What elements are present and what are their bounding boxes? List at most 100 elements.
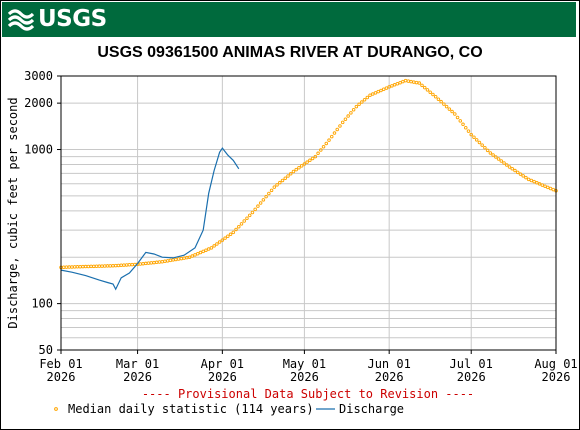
plot-area-border (60, 75, 557, 351)
x-tick-year: 2026 (47, 370, 76, 384)
median-point (417, 81, 422, 85)
median-point (294, 167, 298, 172)
median-point (264, 194, 268, 199)
median-point (275, 183, 279, 187)
median-point (518, 172, 523, 176)
median-point (316, 151, 320, 156)
y-tick-label: 100 (31, 297, 53, 311)
x-tick-label: May 01 (283, 357, 326, 371)
median-point (267, 191, 271, 196)
median-point (83, 264, 88, 269)
x-tick-label: Apr 01 (201, 357, 244, 371)
median-point (269, 188, 274, 193)
median-point (291, 169, 296, 174)
median-point (469, 132, 473, 137)
median-point (332, 131, 337, 135)
x-tick-label: Aug 01 (534, 357, 577, 371)
median-point (190, 254, 195, 258)
median-point (108, 264, 112, 268)
median-point (198, 250, 203, 255)
median-point (113, 263, 118, 268)
legend-median-marker (54, 407, 58, 411)
median-point (329, 134, 334, 139)
median-point (515, 170, 520, 175)
median-point (157, 260, 162, 264)
median-point (250, 210, 255, 215)
median-point (368, 93, 372, 98)
median-point (384, 86, 389, 90)
median-point (228, 232, 233, 237)
median-point (406, 79, 411, 83)
discharge-line (60, 147, 240, 291)
median-point (81, 264, 85, 269)
median-point (165, 259, 170, 263)
median-point (100, 264, 104, 268)
x-tick-year: 2026 (123, 370, 152, 384)
median-point (447, 107, 452, 111)
usgs-logo-text: USGS (38, 6, 107, 32)
median-point (442, 102, 446, 106)
median-point (371, 92, 375, 96)
median-point (94, 264, 99, 268)
median-point (124, 263, 129, 267)
y-tick-label: 50 (39, 343, 53, 357)
median-point (286, 174, 290, 178)
usgs-logo[interactable]: USGS (8, 5, 107, 33)
median-point (89, 264, 93, 269)
median-point (187, 255, 192, 259)
median-point (351, 107, 356, 112)
median-point (193, 253, 197, 257)
median-point (144, 261, 148, 266)
median-point (179, 256, 184, 261)
median-point (494, 155, 498, 159)
median-point (256, 204, 260, 208)
median-point (343, 117, 348, 121)
median-point (480, 143, 484, 147)
y-tick-label: 2000 (24, 96, 53, 110)
median-point (97, 264, 102, 268)
median-point (78, 264, 82, 269)
provisional-note: ---- Provisional Data Subject to Revisio… (142, 387, 474, 401)
median-point (261, 198, 266, 202)
median-point (535, 181, 539, 185)
median-point (401, 79, 405, 84)
median-point (507, 165, 512, 169)
median-point (461, 122, 465, 127)
x-tick-label: Jul 01 (450, 357, 493, 371)
median-point (354, 104, 359, 109)
median-point (546, 185, 550, 190)
median-point (458, 119, 463, 123)
median-point (297, 166, 301, 170)
median-point (231, 230, 236, 235)
median-point (365, 95, 370, 100)
median-point (149, 261, 153, 265)
median-point (92, 264, 96, 269)
median-point (174, 257, 178, 262)
median-point (488, 151, 493, 155)
median-point (237, 224, 241, 229)
median-point (239, 222, 244, 226)
median-point (412, 80, 416, 84)
median-point (321, 144, 326, 149)
legend-discharge-label: Discharge (339, 402, 404, 416)
median-point (428, 90, 432, 94)
median-point (357, 102, 361, 107)
median-point (201, 249, 205, 254)
median-point (398, 80, 402, 85)
y-axis: 50 100 1000 2000 3000 (24, 69, 61, 357)
median-daily-series (59, 78, 558, 270)
median-point (204, 248, 208, 252)
x-tick-label: Jun 01 (367, 357, 410, 371)
median-point (414, 80, 419, 85)
median-point (122, 263, 126, 267)
median-point (502, 161, 506, 165)
median-point (392, 83, 397, 87)
median-point (168, 258, 173, 263)
median-point (195, 251, 200, 256)
median-point (444, 104, 449, 109)
median-point (111, 264, 115, 268)
median-point (532, 179, 536, 184)
median-point (209, 246, 214, 250)
median-point (526, 177, 531, 182)
